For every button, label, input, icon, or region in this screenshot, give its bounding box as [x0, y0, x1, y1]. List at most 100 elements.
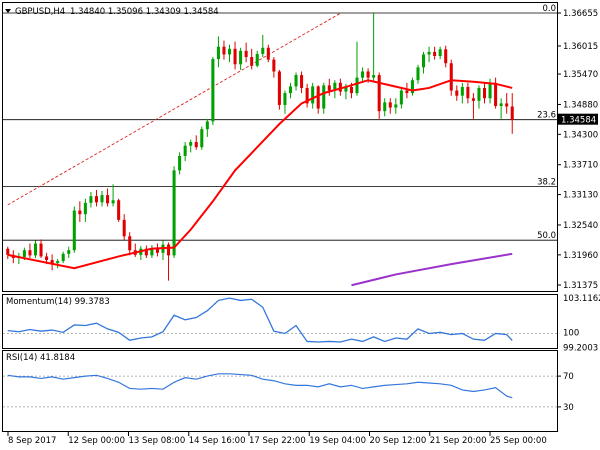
momentum-layer: 103.1162 100 99.2003: [3, 294, 600, 354]
candle-body: [172, 170, 176, 256]
momentum-line: [7, 297, 513, 343]
candle-body: [338, 82, 342, 92]
candle-body: [144, 248, 148, 256]
candle-body: [505, 103, 509, 107]
candle-body: [194, 142, 198, 148]
candle-body: [244, 50, 248, 58]
time-tick-label: 14 Sep 16:00: [189, 436, 246, 446]
candle-body: [361, 71, 365, 78]
price-layer: 0.0 23.6 38.2 50.0: [3, 4, 557, 287]
candle-body: [122, 219, 126, 237]
time-tick-label: 20 Sep 12:00: [370, 436, 427, 446]
price-tick-label: 1.33710: [563, 161, 598, 171]
candle-body: [482, 87, 487, 99]
candle-body: [444, 49, 448, 64]
time-tick-label: 25 Sep 00:00: [490, 436, 547, 446]
price-tick-label: 1.31375: [563, 281, 598, 291]
candle-body: [477, 87, 481, 101]
candle-body: [422, 54, 426, 68]
candle-body: [205, 121, 209, 130]
candle-body: [200, 129, 204, 148]
candle-body: [233, 48, 237, 65]
candle-body: [61, 253, 65, 262]
candle-body: [33, 243, 38, 256]
price-tick-label: 1.31960: [563, 251, 598, 261]
fib-level-label: 50.0: [537, 231, 556, 241]
candle-body: [410, 80, 414, 94]
candle-body: [455, 90, 459, 96]
candle-body: [294, 75, 298, 87]
candle-body: [288, 86, 293, 94]
price-tick-label: 1.35470: [563, 70, 598, 80]
candle-body: [94, 196, 98, 203]
candle-body: [189, 142, 193, 146]
price-panel: [2, 2, 558, 292]
candle-body: [449, 63, 453, 91]
candle-body: [106, 195, 110, 204]
collapse-arrow-icon[interactable]: [5, 9, 11, 13]
candle-body: [510, 106, 514, 120]
candle-body: [394, 104, 398, 108]
price-tick-label: 1.36655: [563, 9, 598, 19]
candle-body: [427, 51, 431, 55]
candle-body: [28, 250, 32, 256]
rsi-tick-label: 70: [563, 372, 574, 382]
candle-body: [22, 250, 26, 257]
fib-level-label: 38.2: [537, 178, 556, 188]
candle-body: [211, 59, 215, 122]
candle-body: [499, 103, 503, 106]
candle-body: [311, 86, 315, 104]
candle-body: [416, 67, 420, 81]
price-tick-label: 1.34880: [563, 100, 598, 110]
candle-body: [300, 75, 304, 88]
candle-body: [111, 200, 115, 204]
candle-body: [283, 93, 287, 105]
candle-body: [333, 82, 337, 91]
candle-body: [266, 47, 270, 60]
candle-body: [128, 236, 132, 251]
candle-body: [83, 202, 87, 215]
candle-body: [438, 49, 442, 57]
candle-body: [250, 57, 254, 66]
candle-body: [488, 82, 492, 99]
price-tick-label: 1.32540: [563, 221, 598, 231]
candle-body: [399, 90, 403, 105]
candle-body: [277, 71, 281, 105]
candle-body: [183, 145, 187, 156]
candle-body: [227, 48, 232, 55]
candle-body: [167, 244, 171, 256]
candle-body: [355, 77, 359, 94]
candle-body: [72, 210, 76, 251]
candle-body: [50, 260, 54, 264]
time-tick-label: 12 Sep 00:00: [68, 436, 125, 446]
candle-body: [383, 102, 387, 112]
fib-level-label: 0.0: [542, 4, 556, 14]
candle-body: [216, 46, 220, 60]
fib-level-label: 23.6: [537, 111, 556, 121]
rsi-line: [7, 373, 513, 399]
time-tick-label: 17 Sep 22:00: [249, 436, 306, 446]
candle-body: [433, 51, 437, 57]
rsi-tick-label: 30: [563, 403, 574, 413]
sma-long-line: [351, 252, 513, 287]
price-tick-label: 1.33130: [563, 191, 598, 201]
momentum-tick-label: 103.1162: [563, 294, 600, 304]
candle-body: [67, 250, 71, 254]
candle-body: [255, 53, 259, 66]
rsi-label: RSI(14) 41.8184: [6, 353, 75, 363]
candle-body: [39, 243, 43, 257]
time-tick-label: 21 Sep 20:00: [430, 436, 487, 446]
momentum-tick-label: 99.2003: [563, 344, 598, 354]
candle-body: [372, 75, 376, 78]
candle-body: [460, 86, 464, 96]
price-tick-label: 1.34300: [563, 130, 598, 140]
candle-body: [471, 98, 475, 101]
ohlc-label: 1.34840 1.35096 1.34309 1.34584: [70, 7, 219, 17]
candle-body: [327, 85, 331, 91]
momentum-tick-label: 100: [563, 328, 579, 338]
candle-body: [349, 86, 353, 94]
candle-body: [466, 86, 470, 99]
candle-body: [6, 248, 10, 255]
rsi-panel: [2, 350, 558, 432]
